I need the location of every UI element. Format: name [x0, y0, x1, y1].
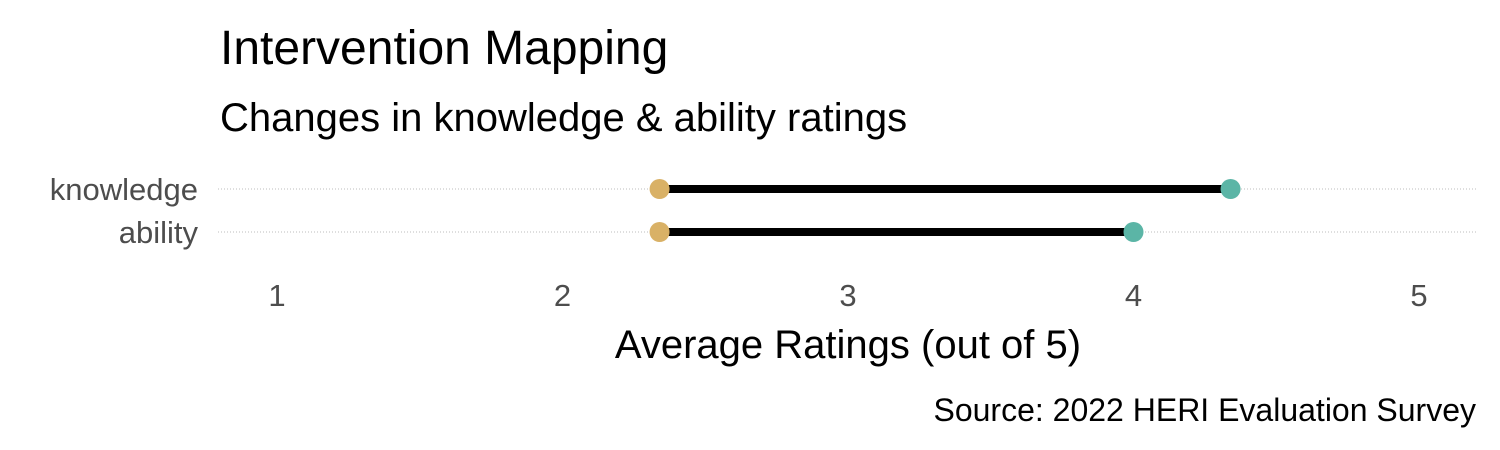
x-tick-label: 4: [1125, 278, 1142, 313]
start-point-ability: [649, 222, 670, 242]
x-tick-label: 1: [268, 278, 285, 313]
x-axis-title: Average Ratings (out of 5): [615, 323, 1081, 367]
source-caption: Source: 2022 HERI Evaluation Survey: [933, 392, 1476, 428]
category-label-knowledge: knowledge: [50, 172, 198, 207]
chart-title: Intervention Mapping: [220, 22, 668, 75]
end-point-ability: [1123, 222, 1144, 242]
x-tick-label: 5: [1410, 278, 1427, 313]
category-label-ability: ability: [119, 215, 199, 250]
chart-subtitle: Changes in knowledge & ability ratings: [220, 96, 907, 140]
plot-area: knowledge ability 1 2 3 4 5: [50, 172, 1476, 313]
x-tick-label: 2: [554, 278, 571, 313]
x-tick-label: 3: [839, 278, 856, 313]
end-point-knowledge: [1220, 179, 1241, 199]
start-point-knowledge: [649, 179, 670, 199]
